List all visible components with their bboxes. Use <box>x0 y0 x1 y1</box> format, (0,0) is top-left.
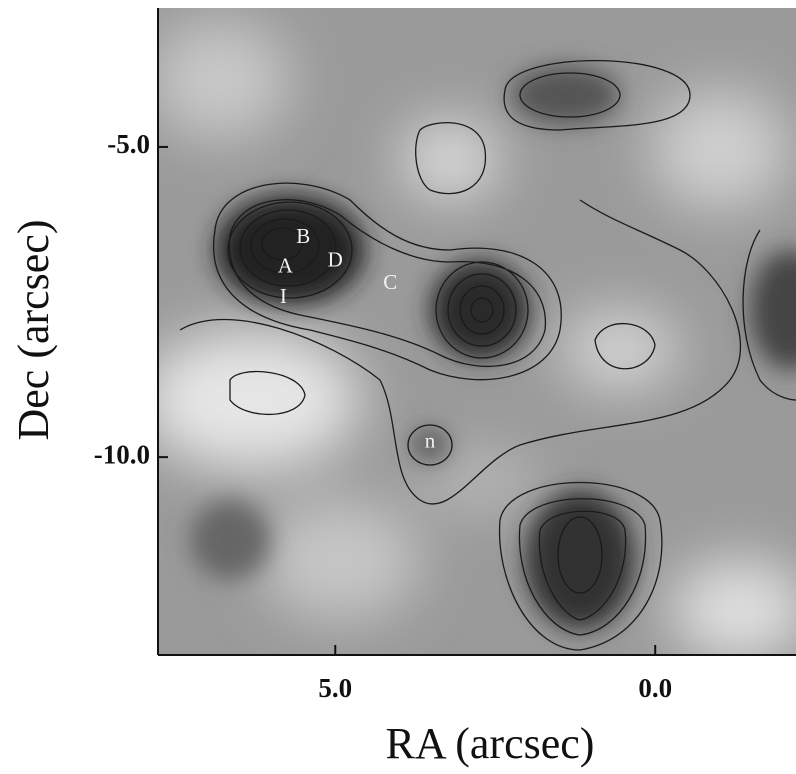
contours <box>179 59 796 651</box>
annotation: C <box>383 270 397 294</box>
annotation: n <box>425 429 436 453</box>
x-axis-title: RA (arcsec) <box>386 719 595 768</box>
y-tick-label: -10.0 <box>94 439 150 469</box>
annotation: B <box>296 224 310 248</box>
x-tick-label: 5.0 <box>318 673 352 703</box>
annotation: D <box>328 248 343 272</box>
y-axis-title: Dec (arcsec) <box>9 219 58 440</box>
x-tick-label: 0.0 <box>638 673 672 703</box>
annotation: I <box>280 284 287 308</box>
image-map: BA D C In <box>158 8 796 655</box>
annotation: A <box>278 254 294 278</box>
y-tick-label: -5.0 <box>107 129 150 159</box>
